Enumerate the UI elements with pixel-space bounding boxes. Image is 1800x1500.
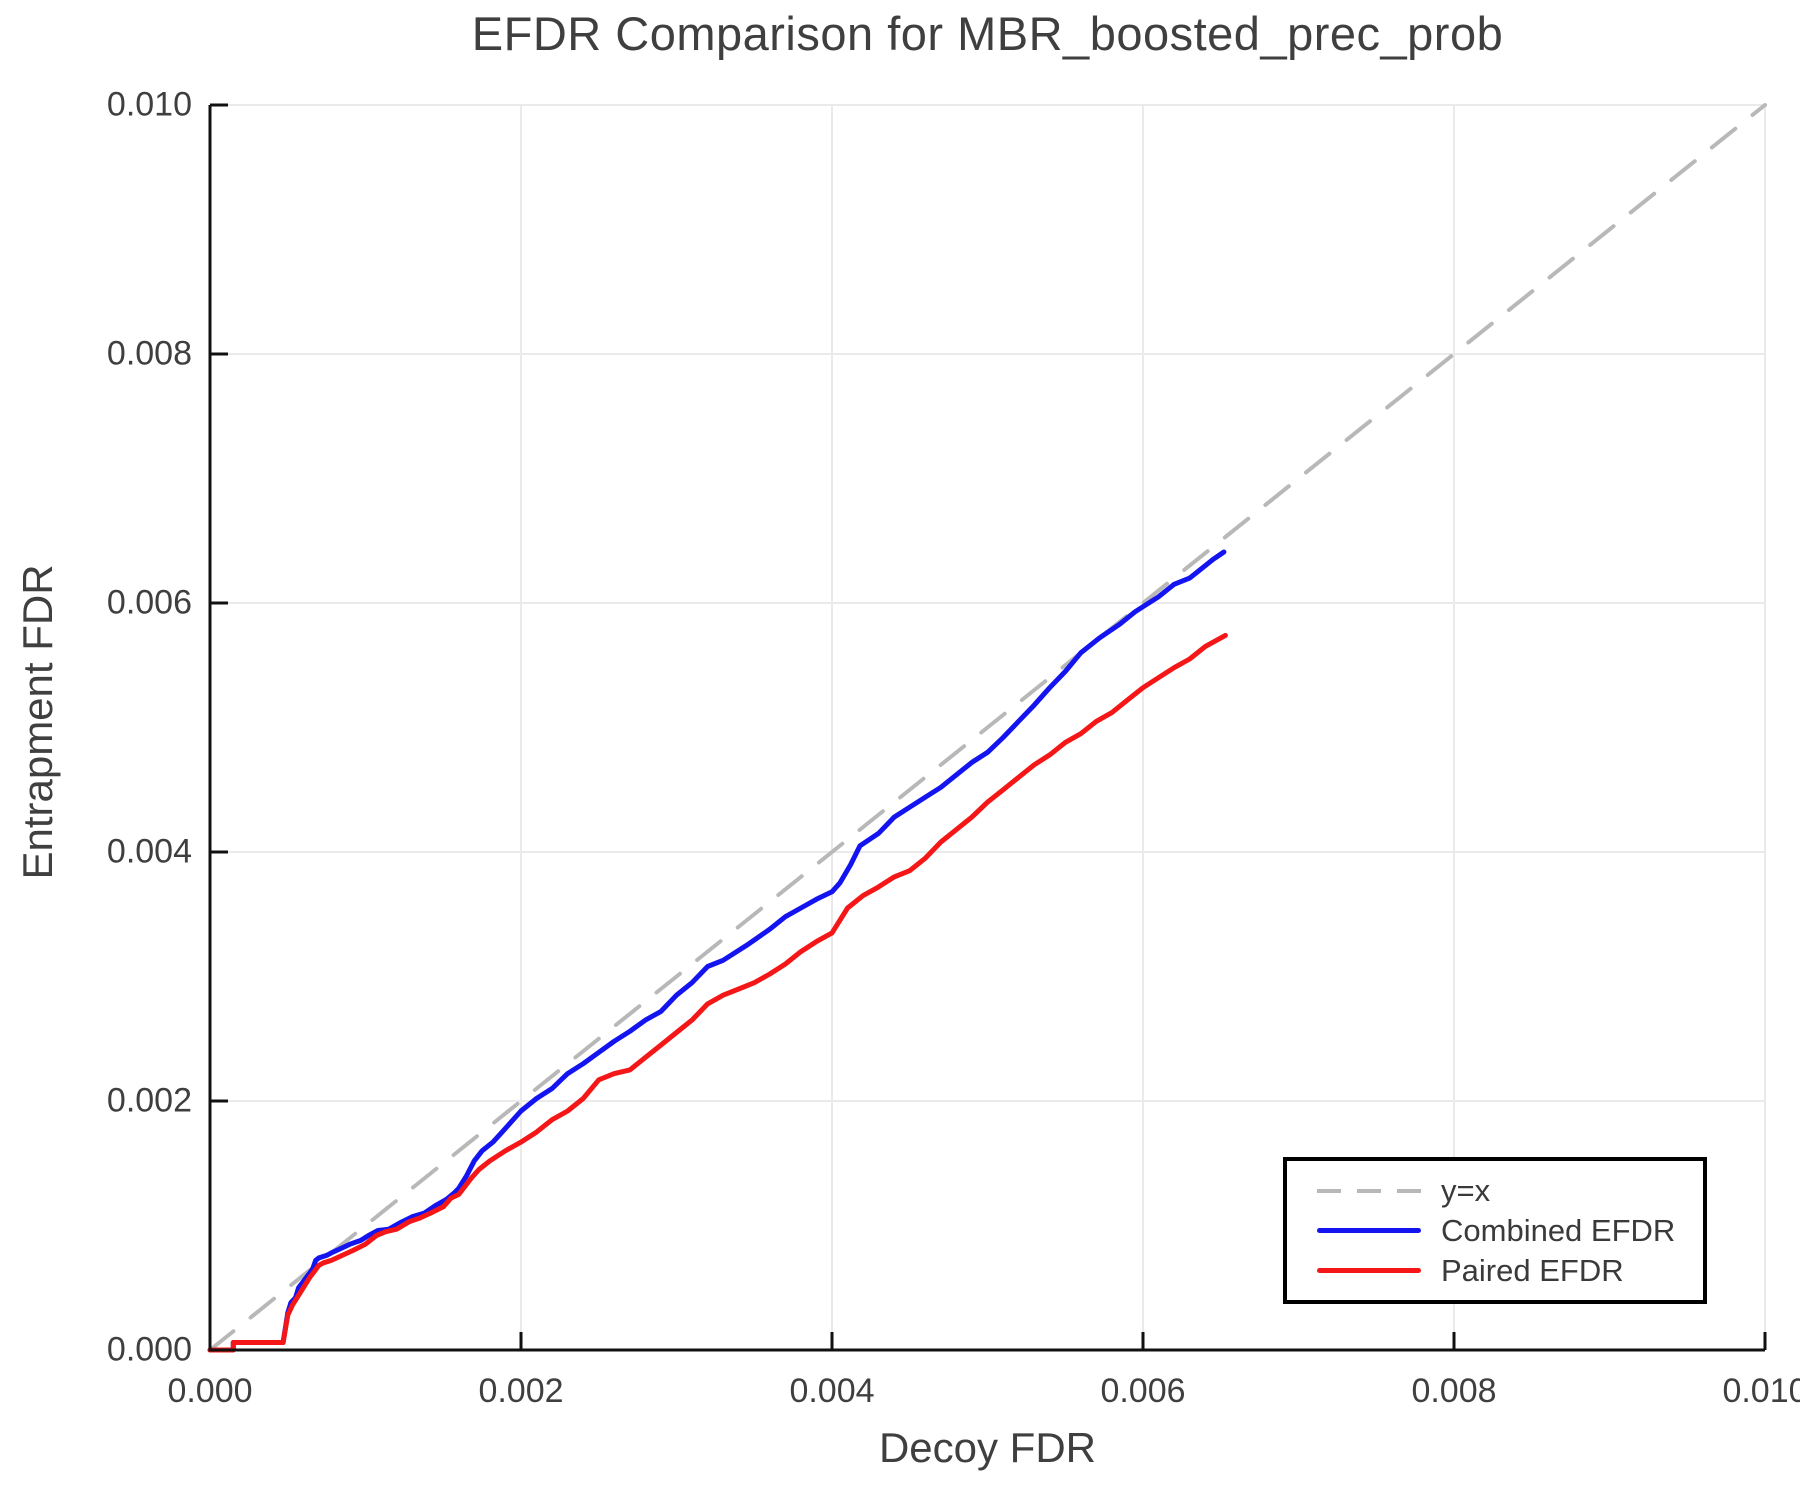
combined-efdr-curve xyxy=(207,549,1227,1353)
x-tick-label: 0.002 xyxy=(478,1372,564,1410)
legend-label: y=x xyxy=(1441,1172,1491,1208)
y-tick-label: 0.002 xyxy=(106,1081,192,1120)
x-tick-label: 0.006 xyxy=(1100,1372,1186,1410)
y-tick-label: 0.006 xyxy=(106,583,192,622)
paired-efdr-line-sample xyxy=(1317,1268,1421,1273)
identity-line-sample xyxy=(1317,1188,1421,1193)
x-tick-label: 0.010 xyxy=(1722,1372,1800,1410)
identity-dashed-line xyxy=(208,103,1767,1352)
legend-row-identity: y=x xyxy=(1287,1172,1703,1208)
legend-row-combined: Combined EFDR xyxy=(1287,1212,1703,1248)
paired-efdr-curve xyxy=(207,632,1228,1353)
legend-label: Paired EFDR xyxy=(1441,1252,1624,1288)
legend: y=x Combined EFDR Paired EFDR xyxy=(1283,1157,1707,1304)
x-tick-label: 0.004 xyxy=(789,1372,875,1410)
legend-row-paired: Paired EFDR xyxy=(1287,1252,1703,1288)
chart-title: EFDR Comparison for MBR_boosted_prec_pro… xyxy=(471,7,1504,60)
y-equals-x-line xyxy=(208,103,1767,1352)
axis-spines xyxy=(208,105,1765,1352)
axis-tick-marks xyxy=(208,103,1767,1352)
legend-label: Combined EFDR xyxy=(1441,1212,1676,1248)
x-tick-label: 0.008 xyxy=(1411,1372,1497,1410)
y-tick-label: 0.000 xyxy=(106,1330,192,1369)
x-axis-label: Decoy FDR xyxy=(878,1424,1097,1471)
series-lines xyxy=(207,549,1228,1353)
y-tick-label: 0.010 xyxy=(106,85,192,124)
x-tick-label: 0.000 xyxy=(167,1372,253,1410)
y-tick-label: 0.004 xyxy=(106,832,192,871)
combined-efdr-line-sample xyxy=(1317,1228,1421,1233)
y-tick-label: 0.008 xyxy=(106,334,192,373)
